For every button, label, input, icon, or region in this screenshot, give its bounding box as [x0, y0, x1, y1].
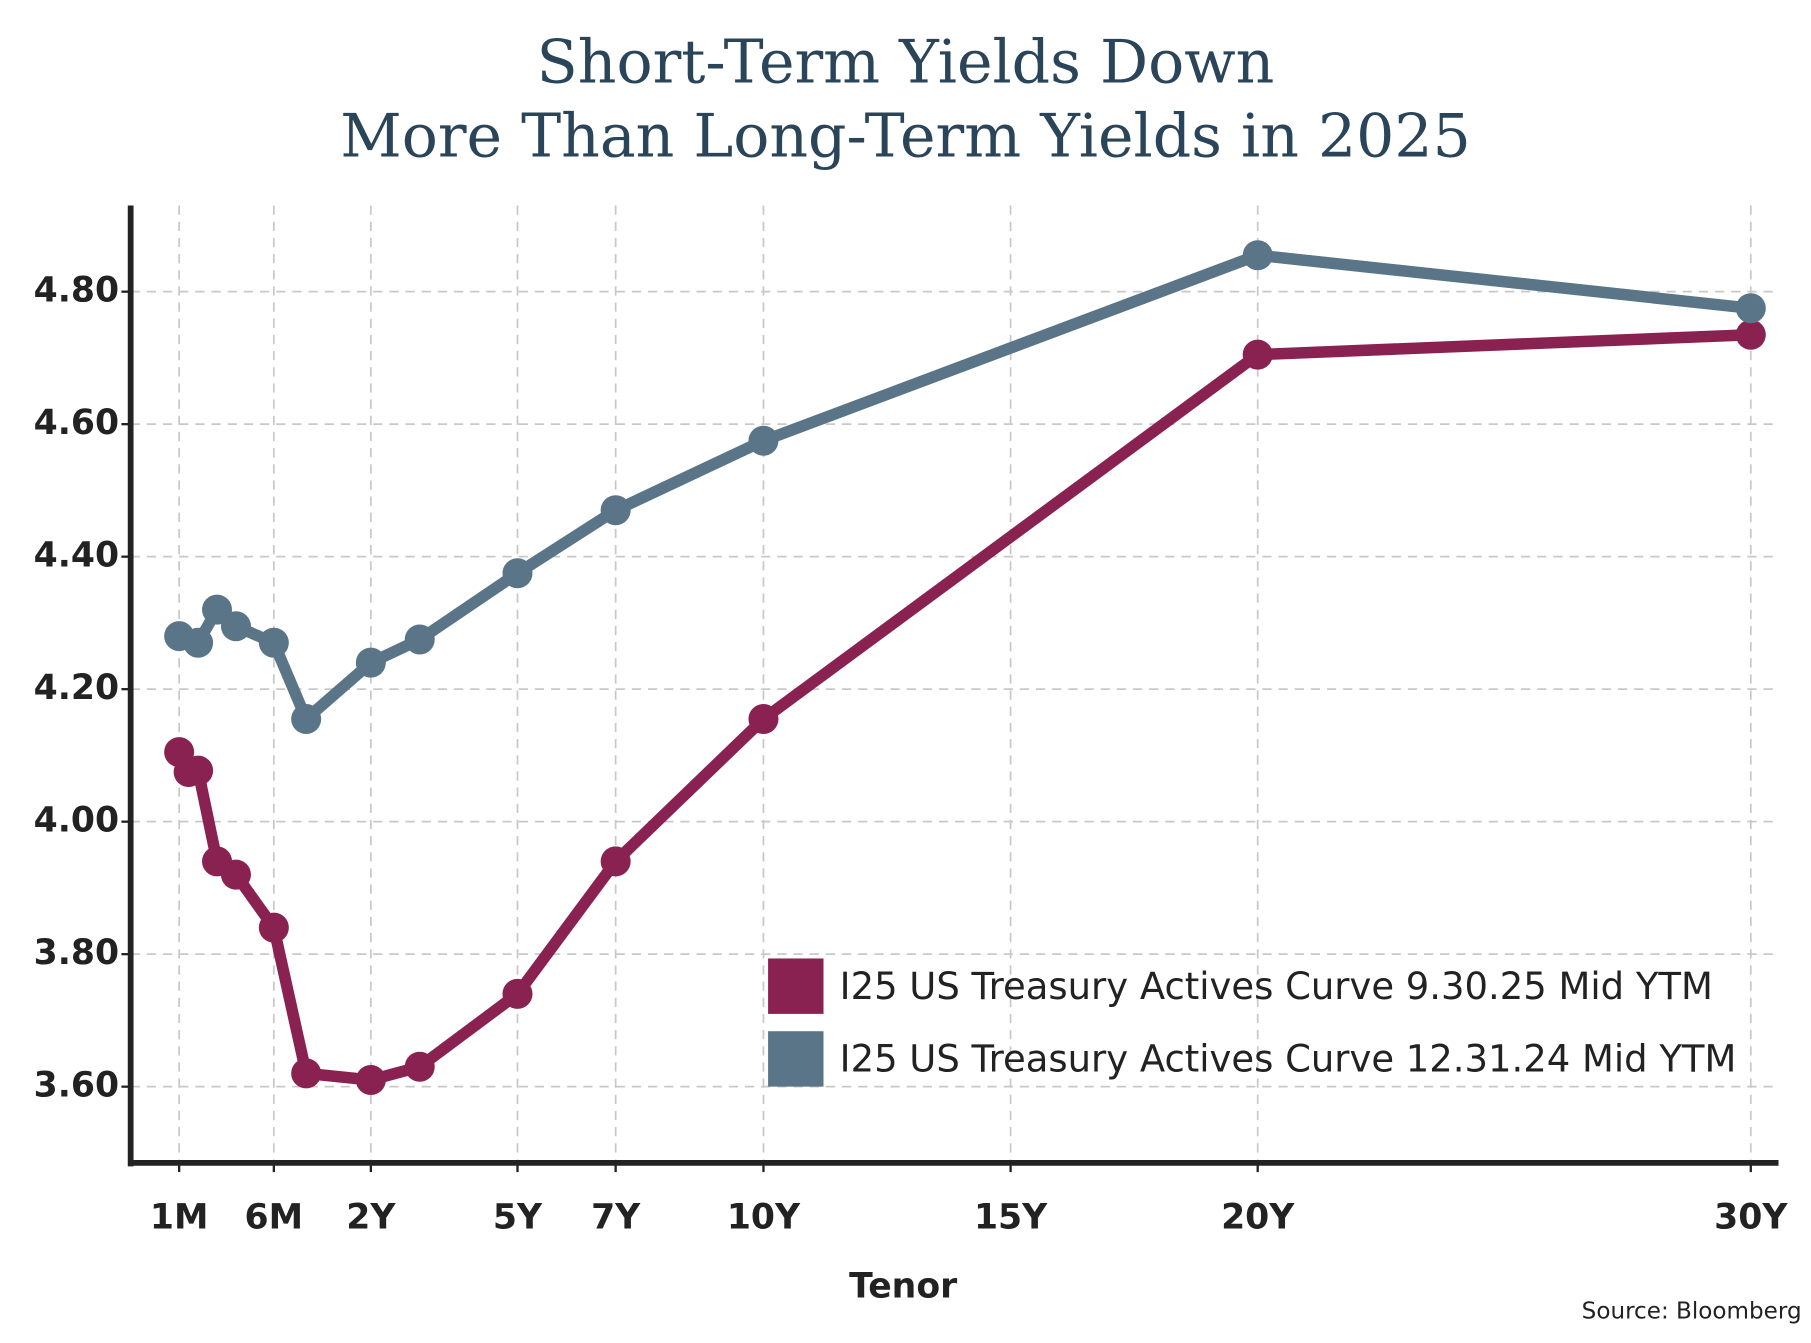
- data-point: [258, 627, 289, 658]
- y-tick-label: 4.40: [34, 536, 119, 576]
- legend-label: I25 US Treasury Actives Curve 12.31.24 M…: [840, 1038, 1737, 1081]
- y-tick-label: 3.80: [34, 933, 119, 973]
- data-point: [183, 755, 214, 786]
- series-line: [173, 328, 1752, 1086]
- y-tick-label: 4.00: [34, 801, 119, 841]
- data-point: [355, 647, 386, 678]
- x-tick-label: 30Y: [1714, 1197, 1788, 1237]
- data-point: [404, 624, 435, 655]
- x-tick-label: 20Y: [1221, 1197, 1295, 1237]
- x-axis-label: Tenor: [849, 1267, 957, 1307]
- data-point: [291, 703, 322, 734]
- data-point: [355, 1065, 386, 1096]
- data-point: [258, 912, 289, 943]
- y-tick-label: 4.80: [34, 271, 119, 311]
- data-point: [1735, 293, 1766, 324]
- x-tick-label: 10Y: [727, 1197, 801, 1237]
- legend-swatch: [768, 1031, 824, 1087]
- chart-title: Short-Term Yields Down: [537, 28, 1275, 98]
- data-point: [502, 978, 533, 1009]
- y-tick-label: 4.20: [34, 668, 119, 708]
- legend-label: I25 US Treasury Actives Curve 9.30.25 Mi…: [840, 965, 1713, 1008]
- data-point: [220, 859, 251, 890]
- legend-swatch: [768, 958, 824, 1014]
- chart-title: More Than Long-Term Yields in 2025: [340, 101, 1471, 171]
- data-point: [404, 1051, 435, 1082]
- data-point: [600, 846, 631, 877]
- x-tick-label: 5Y: [493, 1197, 543, 1237]
- data-point: [291, 1058, 322, 1089]
- data-point: [748, 425, 779, 456]
- data-point: [1242, 339, 1273, 370]
- x-tick-label: 7Y: [591, 1197, 641, 1237]
- plot: I25 US Treasury Actives Curve 9.30.25 Mi…: [164, 240, 1766, 1096]
- data-point: [220, 611, 251, 642]
- data-point: [748, 703, 779, 734]
- data-point: [183, 627, 214, 658]
- data-point: [1735, 319, 1766, 350]
- data-point: [1242, 240, 1273, 271]
- x-tick-label: 15Y: [974, 1197, 1048, 1237]
- data-point: [502, 558, 533, 589]
- y-tick-label: 3.60: [34, 1066, 119, 1106]
- y-tick-label: 4.60: [34, 403, 119, 443]
- x-tick-label: 2Y: [346, 1197, 396, 1237]
- data-point: [600, 495, 631, 526]
- source-note: Source: Bloomberg: [1582, 1298, 1802, 1324]
- x-tick-label: 1M: [150, 1197, 209, 1237]
- x-tick-label: 6M: [245, 1197, 304, 1237]
